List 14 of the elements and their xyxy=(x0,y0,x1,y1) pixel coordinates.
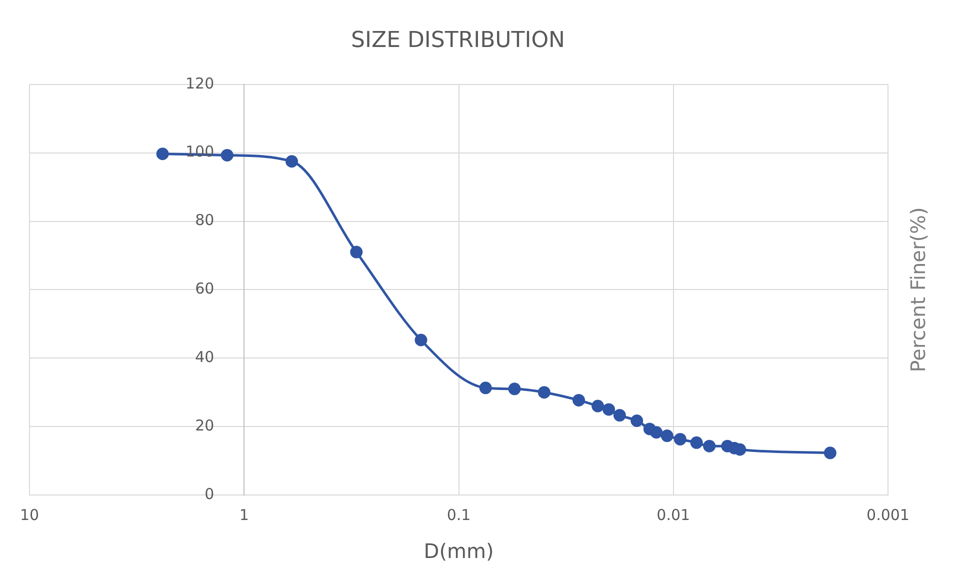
y-tick-label: 20 xyxy=(195,416,214,434)
y-axis-title: Percent Finer(%) xyxy=(906,207,930,372)
chart-title: SIZE DISTRIBUTION xyxy=(351,28,565,53)
x-axis-title: D(mm) xyxy=(424,539,494,564)
x-tick-label: 1 xyxy=(239,506,249,524)
x-tick-label: 0.01 xyxy=(656,506,690,524)
y-tick-label: 0 xyxy=(204,484,214,503)
y-tick-label: 120 xyxy=(186,74,214,92)
x-tick-label: 10 xyxy=(20,506,40,524)
x-tick-label: 0.1 xyxy=(446,506,471,524)
y-tick-label: 60 xyxy=(195,280,214,298)
y-tick-label: 80 xyxy=(195,211,214,230)
y-tick-label: 40 xyxy=(195,348,214,366)
x-tick-label: 0.001 xyxy=(866,506,910,524)
